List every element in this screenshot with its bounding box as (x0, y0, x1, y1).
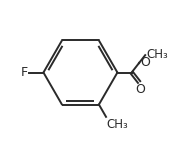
Text: O: O (135, 83, 145, 96)
Text: F: F (20, 66, 27, 79)
Text: CH₃: CH₃ (107, 118, 129, 131)
Text: CH₃: CH₃ (146, 48, 168, 61)
Text: O: O (141, 56, 150, 69)
